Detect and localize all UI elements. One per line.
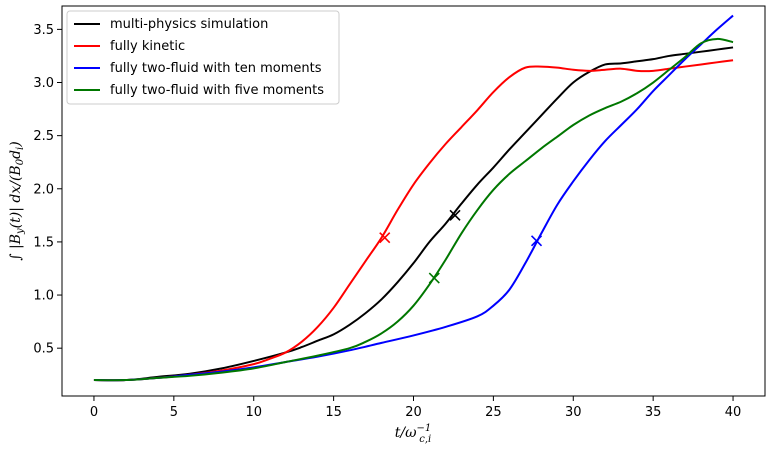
series-marker-five-moments: [428, 272, 440, 284]
x-tick-label: 25: [485, 405, 502, 420]
legend-label-fully-kinetic: fully kinetic: [110, 39, 185, 54]
y-tick-label: 2.0: [33, 182, 54, 197]
legend-label-five-moments: fully two-fluid with five moments: [110, 83, 324, 98]
y-axis: 0.5 1.0 1.5 2.0 2.5 3.0 3.5: [33, 23, 62, 357]
y-tick-label: 1.5: [33, 235, 54, 250]
series-line-five-moments: [93, 37, 734, 382]
x-tick-label: 10: [245, 405, 262, 420]
x-tick-label: 40: [725, 405, 742, 420]
x-tick-label: 0: [90, 405, 98, 420]
marker-stroke: [428, 272, 440, 284]
series-line-fully-kinetic: [93, 59, 734, 382]
x-axis-label: t/ω−1 c,i: [395, 423, 432, 445]
legend-label-multi-physics: multi-physics simulation: [110, 17, 268, 32]
series-line-multi-physics: [93, 46, 734, 382]
x-tick-label: 30: [565, 405, 582, 420]
x-axis: 0 5 10 15 20 25 30 35 40: [90, 396, 742, 420]
marker-stroke: [530, 235, 543, 247]
x-tick-label: 15: [325, 405, 342, 420]
marker-stroke: [449, 209, 461, 221]
y-tick-label: 3.5: [33, 23, 54, 38]
series-marker-fully-kinetic: [379, 232, 391, 244]
series-marker-ten-moments: [530, 235, 543, 247]
y-tick-label: 0.5: [33, 342, 54, 357]
y-tick-label: 2.5: [33, 129, 54, 144]
y-tick-label: 3.0: [33, 76, 54, 91]
series-marker-multi-physics: [449, 209, 461, 221]
y-tick-label: 1.0: [33, 289, 54, 304]
legend-box: [66, 10, 340, 105]
marker-stroke: [379, 232, 391, 244]
x-tick-label: 5: [170, 405, 178, 420]
series-line-ten-moments: [93, 14, 734, 382]
legend-label-ten-moments: fully two-fluid with ten moments: [110, 61, 322, 76]
x-tick-label: 20: [405, 405, 422, 420]
x-tick-label: 35: [645, 405, 662, 420]
series-layer: [93, 14, 734, 382]
legend: multi-physics simulation fully kinetic f…: [66, 10, 340, 105]
y-axis-label: ∫ |By(t)| dx/(B0di): [8, 141, 26, 260]
